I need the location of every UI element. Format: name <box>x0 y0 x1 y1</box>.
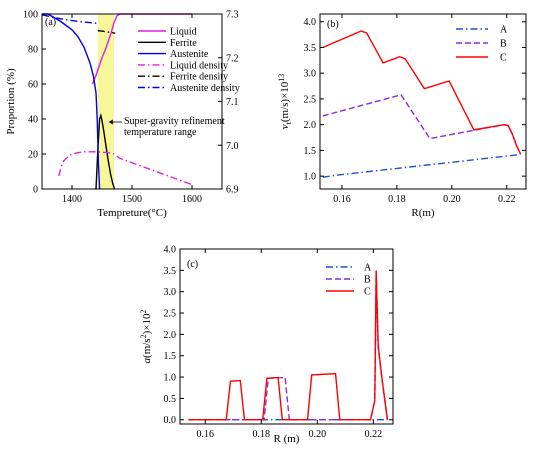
c-legend-label: A <box>364 263 372 274</box>
a-y2-tick-label: 7.1 <box>226 97 239 108</box>
a-annotation-text: temperature range <box>124 127 197 138</box>
a-x-axis-label: Tempreture(°C) <box>97 207 167 219</box>
b-y-tick-label: 3.0 <box>304 69 317 80</box>
b-y-tick-label: 2.0 <box>304 120 317 131</box>
a-highlight-band <box>97 14 114 189</box>
a-series-line-ferrite-density <box>97 29 116 34</box>
panel-b-velocity-chart: 0.16 0.18 0.20 0.22 1.0 1.5 2.0 2.5 3.0 3.5 4.0 (b)… <box>277 13 527 219</box>
b-legend-label: B <box>500 39 507 50</box>
a-y2-tick-label: 7.0 <box>226 141 239 152</box>
b-x-axis-label: R(m) <box>411 207 435 219</box>
c-series-line-b <box>188 272 389 421</box>
c-x-tick-label: 0.22 <box>365 429 383 440</box>
a-series-line-ferrite <box>95 112 116 190</box>
a-y2-tick-label: 7.2 <box>226 53 239 64</box>
a-legend-label: Austenite <box>170 49 209 60</box>
b-y-axis-label: vt(m/s)×1013 <box>277 74 293 130</box>
a-x-tick-label: 1500 <box>122 194 142 205</box>
b-x-tick-label: 0.16 <box>333 194 351 205</box>
c-series-line-c <box>188 270 389 421</box>
c-y-tick-label: 3.5 <box>164 266 177 277</box>
c-panel-label: (c) <box>187 259 198 270</box>
a-annotation-arrowhead <box>108 119 113 125</box>
b-legend-label: C <box>500 53 507 64</box>
c-y-tick-label: 4.0 <box>164 245 177 256</box>
c-y-tick-label: 1.5 <box>164 351 177 362</box>
c-y-tick-label: 1.0 <box>164 373 177 384</box>
a-y-axis-label: Proportion (%) <box>5 68 17 135</box>
c-y-tick-label: 0.0 <box>164 415 177 426</box>
c-x-tick-label: 0.20 <box>309 429 327 440</box>
a-legend-label: Liquid density <box>170 60 228 71</box>
c-y-axis-label: a(m/s2)×102 <box>139 310 153 364</box>
b-y-tick-label: 1.5 <box>304 146 317 157</box>
a-series-line-austenite <box>42 13 101 190</box>
a-y2-tick-label: 6.9 <box>226 185 239 196</box>
b-y-tick-label: 4.0 <box>304 17 317 28</box>
c-y-tick-label: 2.0 <box>164 330 177 341</box>
panel-c-acceleration-chart: 0.16 0.18 0.20 0.22 0.0 0.5 1.0 1.5 2.0 2.5 3.0 3.5… <box>139 245 394 445</box>
panel-a-temperature-proportion-chart: 1400 1500 1600 0 20 40 60 80 100 6.9 7.0 7.1 7.2 7.3 (… <box>5 10 240 220</box>
c-plot-frame <box>179 248 394 425</box>
c-x-tick-label: 0.18 <box>253 429 271 440</box>
a-annotation-text: Super-gravity refinement <box>124 116 225 127</box>
b-x-tick-label: 0.18 <box>388 194 406 205</box>
a-series-line-austenite-density <box>41 14 100 25</box>
a-y-tick-label: 40 <box>28 115 38 126</box>
a-legend-label: Liquid <box>170 27 197 38</box>
a-y2-tick-label: 7.3 <box>226 10 239 21</box>
b-series-line-a <box>322 153 521 178</box>
b-panel-label: (b) <box>327 19 339 30</box>
b-legend-label: A <box>500 25 508 36</box>
c-x-axis-label: R (m) <box>274 433 300 445</box>
b-plot-frame <box>319 13 527 190</box>
a-x-tick-label: 1400 <box>62 194 82 205</box>
a-legend-label: Ferrite density <box>170 72 228 83</box>
a-series-line-liquid-density <box>58 151 193 186</box>
c-y-tick-label: 3.0 <box>164 287 177 298</box>
b-y-tick-label: 2.5 <box>304 94 317 105</box>
a-y-tick-label: 80 <box>28 45 38 56</box>
a-x-tick-label: 1600 <box>182 194 202 205</box>
c-x-tick-label: 0.16 <box>196 429 214 440</box>
c-y-tick-label: 2.5 <box>164 309 177 320</box>
a-y-tick-label: 20 <box>28 150 38 161</box>
a-y-tick-label: 0 <box>33 185 38 196</box>
b-x-tick-label: 0.22 <box>498 194 516 205</box>
a-y-tick-label: 100 <box>23 10 38 21</box>
a-y-tick-label: 60 <box>28 80 38 91</box>
b-y-tick-label: 3.5 <box>304 43 317 54</box>
c-legend-label: B <box>364 275 371 286</box>
a-panel-label: (a) <box>45 17 56 28</box>
b-series-line-b <box>322 94 522 155</box>
a-legend-label: Ferrite <box>170 38 197 49</box>
b-y-tick-label: 1.0 <box>304 172 317 183</box>
a-series-line-liquid <box>91 13 192 85</box>
c-legend-label: C <box>364 287 371 298</box>
c-y-tick-label: 0.5 <box>164 394 177 405</box>
b-x-tick-label: 0.20 <box>443 194 461 205</box>
a-legend-label: Austenite density <box>170 83 240 94</box>
b-series-line-c <box>322 30 522 155</box>
